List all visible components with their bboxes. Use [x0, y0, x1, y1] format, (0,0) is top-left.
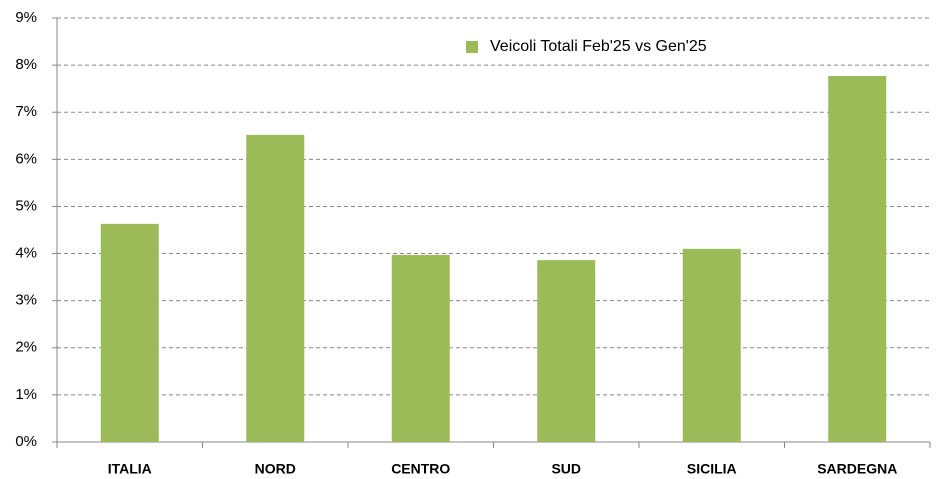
- y-tick-label: 9%: [15, 9, 37, 26]
- y-tick-label: 5%: [15, 197, 37, 214]
- bar: [828, 75, 887, 443]
- x-tick-label: SARDEGNA: [817, 461, 897, 477]
- y-tick-label: 0%: [15, 433, 37, 450]
- bar: [391, 254, 450, 442]
- x-tick-label: ITALIA: [108, 461, 152, 477]
- x-tick-label: CENTRO: [391, 461, 450, 477]
- y-tick-label: 3%: [15, 292, 37, 309]
- y-tick-label: 1%: [15, 386, 37, 403]
- x-tick-label: NORD: [255, 461, 296, 477]
- x-tick-label: SICILIA: [687, 461, 737, 477]
- y-tick-label: 2%: [15, 339, 37, 356]
- legend-swatch: [466, 41, 478, 53]
- y-tick-label: 7%: [15, 103, 37, 120]
- y-tick-label: 6%: [15, 150, 37, 167]
- bar: [100, 223, 159, 442]
- bar: [537, 260, 596, 442]
- x-tick-label: SUD: [551, 461, 581, 477]
- bar: [246, 134, 305, 442]
- bar: [682, 248, 741, 442]
- y-tick-label: 4%: [15, 245, 37, 262]
- legend-label: Veicoli Totali Feb'25 vs Gen'25: [490, 38, 707, 55]
- y-tick-label: 8%: [15, 56, 37, 73]
